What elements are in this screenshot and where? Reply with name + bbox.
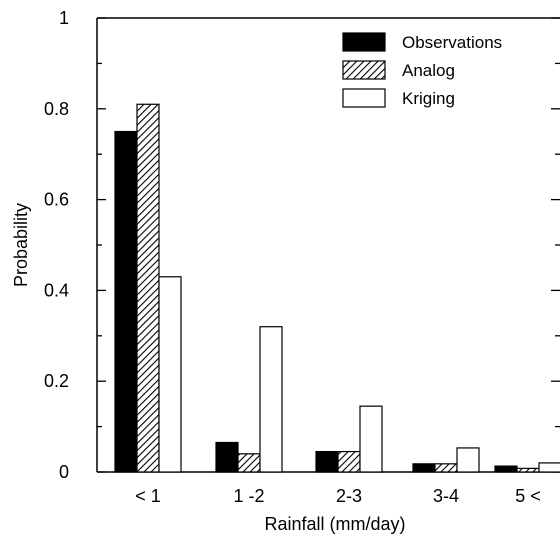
bar-kriging-4 bbox=[538, 462, 560, 473]
bar-analog-4 bbox=[516, 467, 540, 473]
y-tick-label: 0.2 bbox=[44, 371, 69, 391]
legend-label-observations: Observations bbox=[402, 33, 502, 52]
x-tick-labels: < 1 1 -2 2-3 3-4 5 < bbox=[135, 486, 541, 506]
x-tick-label: 2-3 bbox=[336, 486, 362, 506]
bars bbox=[114, 103, 560, 473]
bar-kriging-1 bbox=[259, 326, 283, 473]
legend-label-analog: Analog bbox=[402, 61, 455, 80]
x-axis-title: Rainfall (mm/day) bbox=[264, 514, 405, 534]
y-tick-label: 0.4 bbox=[44, 280, 69, 300]
bar-kriging-0 bbox=[158, 276, 182, 473]
bar-observations-2 bbox=[315, 450, 339, 473]
legend-label-kriging: Kriging bbox=[402, 89, 455, 108]
y-axis-title: Probability bbox=[11, 203, 31, 287]
bar-analog-1 bbox=[237, 453, 261, 473]
legend-swatch-analog bbox=[342, 60, 386, 80]
y-tick-label: 0 bbox=[59, 462, 69, 482]
x-tick-label: 5 < bbox=[515, 486, 541, 506]
y-tick-label: 0.6 bbox=[44, 190, 69, 210]
x-tick-label: < 1 bbox=[135, 486, 161, 506]
x-tick-label: 3-4 bbox=[433, 486, 459, 506]
y-tick-label: 0.8 bbox=[44, 99, 69, 119]
bar-observations-0 bbox=[114, 130, 138, 473]
bar-kriging-3 bbox=[456, 447, 480, 473]
bar-analog-3 bbox=[434, 463, 458, 473]
bar-observations-3 bbox=[412, 463, 436, 473]
legend-swatch-kriging bbox=[342, 88, 386, 108]
legend: Observations Analog Kriging bbox=[342, 32, 502, 108]
bar-observations-4 bbox=[494, 465, 518, 473]
legend-swatch-observations bbox=[342, 32, 386, 52]
bar-analog-2 bbox=[337, 450, 361, 473]
x-tick-label: 1 -2 bbox=[233, 486, 264, 506]
y-tick-labels: 0 0.2 0.4 0.6 0.8 1 bbox=[44, 8, 69, 482]
bar-kriging-2 bbox=[359, 405, 383, 473]
bar-analog-0 bbox=[136, 103, 160, 473]
bar-observations-1 bbox=[215, 441, 239, 473]
y-tick-label: 1 bbox=[59, 8, 69, 28]
